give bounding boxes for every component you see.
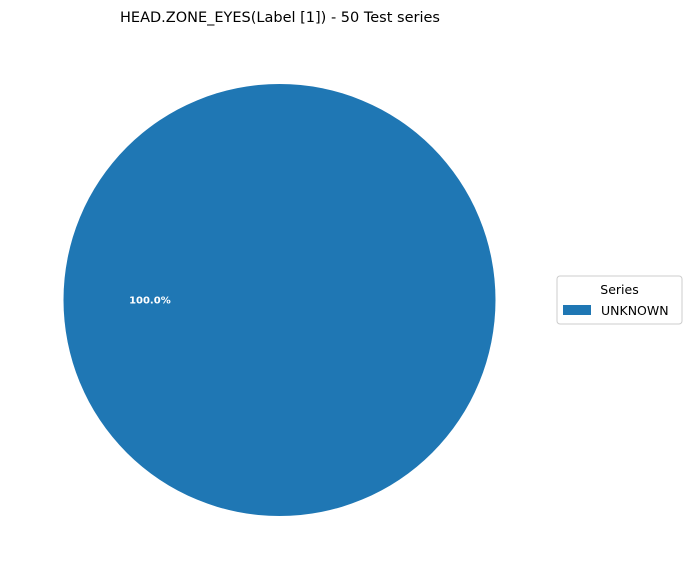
legend-swatch-unknown xyxy=(563,305,591,315)
legend-title: Series xyxy=(600,282,638,297)
pie-slice-label-unknown: 100.0% xyxy=(129,296,171,307)
pie-slice-labels: 100.0% xyxy=(129,296,171,307)
pie-slices xyxy=(63,84,496,516)
legend-entry-unknown: UNKNOWN xyxy=(601,303,669,318)
pie-slice-unknown xyxy=(63,84,496,516)
legend: Series UNKNOWN xyxy=(556,275,683,325)
chart-title: HEAD.ZONE_EYES(Label [1]) - 50 Test seri… xyxy=(120,10,440,26)
